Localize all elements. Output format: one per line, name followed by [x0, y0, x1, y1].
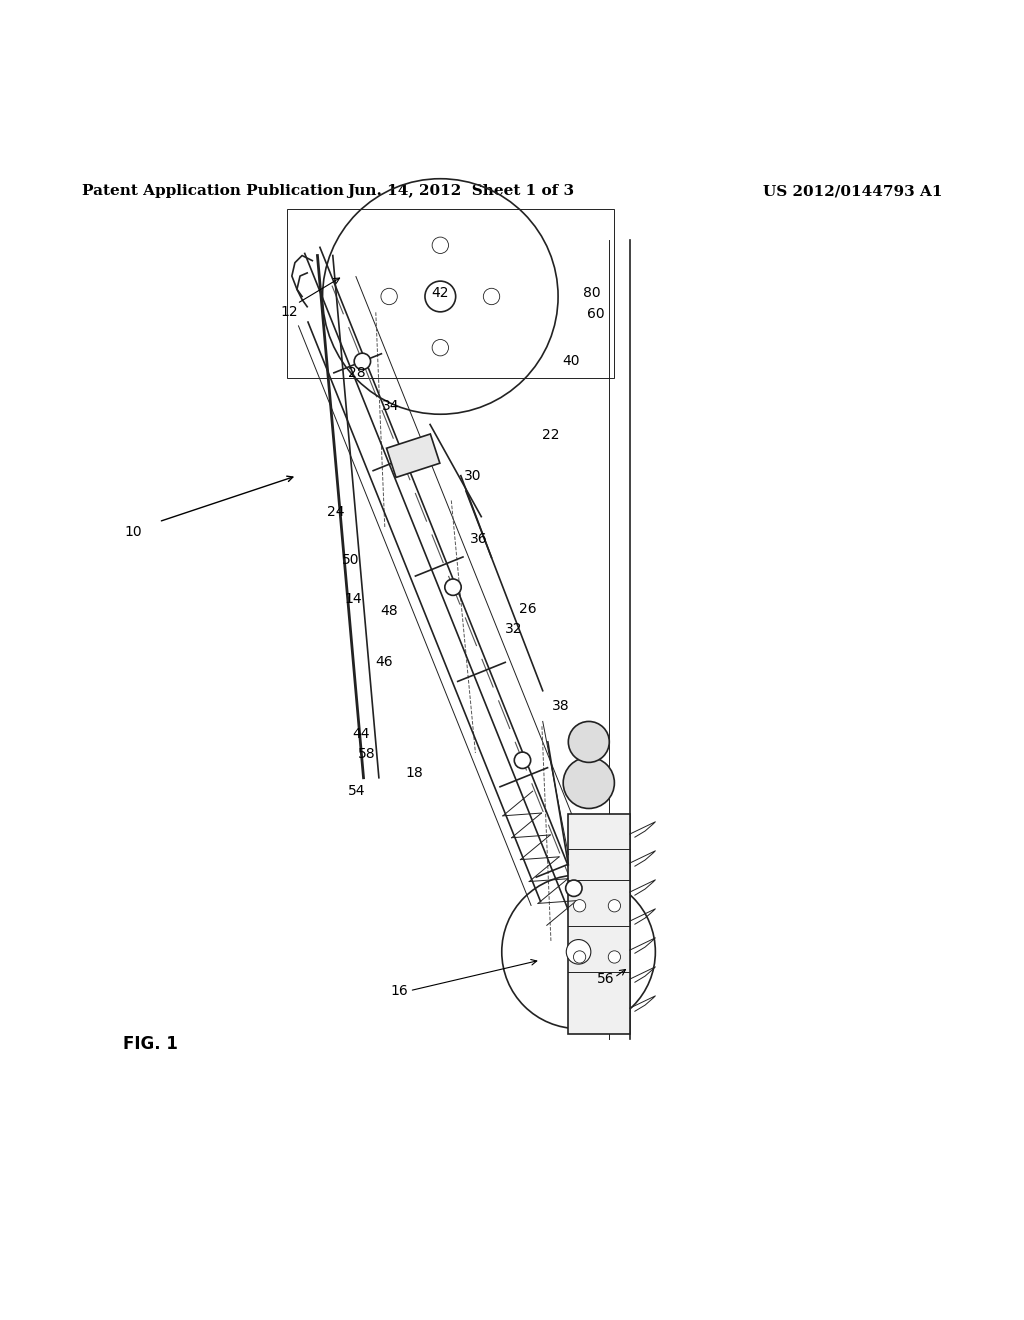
Circle shape — [425, 281, 456, 312]
Circle shape — [483, 288, 500, 305]
Text: Patent Application Publication: Patent Application Publication — [82, 183, 344, 198]
Text: 54: 54 — [347, 784, 366, 799]
Polygon shape — [287, 210, 614, 379]
Text: Jun. 14, 2012  Sheet 1 of 3: Jun. 14, 2012 Sheet 1 of 3 — [347, 183, 574, 198]
Text: 22: 22 — [542, 428, 560, 442]
Text: 30: 30 — [464, 469, 482, 483]
Text: 24: 24 — [327, 504, 345, 519]
Text: US 2012/0144793 A1: US 2012/0144793 A1 — [763, 183, 942, 198]
Circle shape — [568, 722, 609, 763]
Circle shape — [432, 238, 449, 253]
Circle shape — [566, 940, 591, 964]
Text: 42: 42 — [431, 286, 450, 301]
Polygon shape — [386, 434, 440, 478]
Circle shape — [381, 288, 397, 305]
Circle shape — [354, 354, 371, 370]
Polygon shape — [568, 813, 630, 1034]
Text: FIG. 1: FIG. 1 — [123, 1035, 178, 1053]
Text: 48: 48 — [380, 603, 398, 618]
Text: 36: 36 — [470, 532, 488, 546]
Text: 12: 12 — [280, 305, 298, 319]
Text: 14: 14 — [344, 591, 362, 606]
Text: 28: 28 — [347, 366, 366, 380]
Circle shape — [514, 752, 530, 768]
Text: 58: 58 — [357, 747, 376, 762]
Text: 16: 16 — [390, 983, 409, 998]
Text: 80: 80 — [583, 286, 601, 301]
Circle shape — [563, 758, 614, 808]
Circle shape — [432, 339, 449, 356]
Text: 38: 38 — [552, 700, 570, 713]
Circle shape — [608, 950, 621, 964]
Text: 26: 26 — [518, 602, 537, 616]
Circle shape — [565, 880, 582, 896]
Text: 60: 60 — [587, 306, 605, 321]
Text: 34: 34 — [382, 399, 400, 413]
Circle shape — [573, 950, 586, 964]
Text: 10: 10 — [124, 525, 142, 539]
Text: 32: 32 — [505, 622, 523, 636]
Circle shape — [608, 900, 621, 912]
Text: 40: 40 — [562, 354, 581, 368]
Circle shape — [444, 579, 461, 595]
Text: 46: 46 — [375, 655, 393, 669]
Text: 56: 56 — [597, 973, 615, 986]
Text: 18: 18 — [406, 766, 424, 780]
Text: 44: 44 — [352, 727, 371, 741]
Text: 50: 50 — [341, 553, 359, 566]
Circle shape — [573, 900, 586, 912]
